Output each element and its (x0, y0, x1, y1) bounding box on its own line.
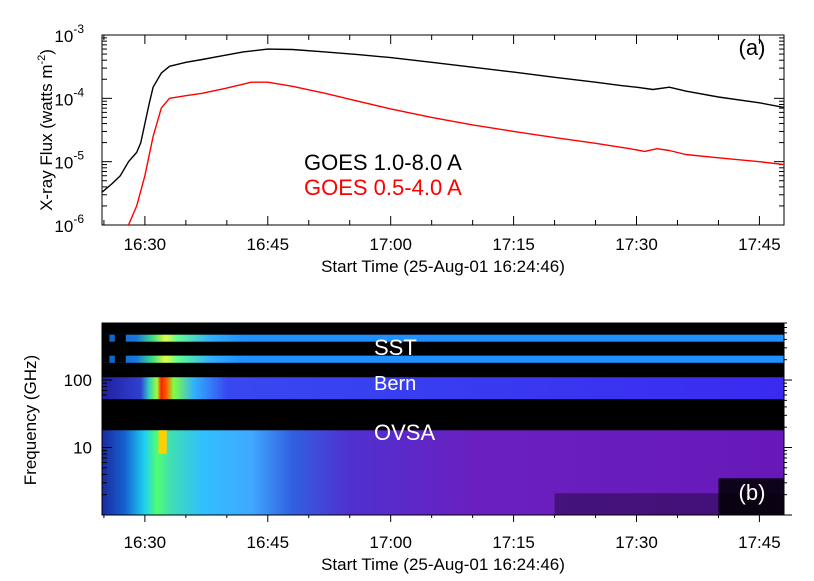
y-tick-label: 10-6 (54, 212, 84, 236)
panel-b-x-tick-labels: 16:30 16:45 17:00 17:15 17:30 17:45 (124, 533, 781, 552)
panel-b-label: (b) (739, 480, 766, 505)
panel-b-ticks (102, 322, 792, 522)
y-tick-label: 10-5 (54, 149, 84, 173)
legend-goes-short: GOES 0.5-4.0 A (304, 175, 462, 200)
panel-b-frame (101, 322, 785, 516)
ovsa-band (102, 430, 784, 515)
panel-b-y-tick-labels: 10 100 (64, 371, 92, 457)
x-tick-label: 17:00 (369, 235, 412, 254)
panel-a-y-axis-label: X-ray Flux (watts m-2) (36, 49, 56, 211)
y-tick-label: 100 (64, 371, 92, 390)
ovsa-low-freq-gap (718, 478, 784, 515)
panel-a-x-axis-label: Start Time (25-Aug-01 16:24:46) (321, 257, 565, 276)
x-tick-label: 16:30 (124, 235, 167, 254)
panel-a-x-tick-labels: 16:30 16:45 17:00 17:15 17:30 17:45 (124, 235, 781, 254)
x-tick-label: 17:45 (738, 533, 781, 552)
y-tick-label: 10 (73, 439, 92, 458)
panel-b-x-axis-label: Start Time (25-Aug-01 16:24:46) (321, 555, 565, 574)
panel-a-ticks (102, 35, 784, 226)
burst-core (158, 430, 167, 455)
x-tick-label: 17:45 (738, 235, 781, 254)
x-tick-label: 17:15 (492, 235, 535, 254)
series-goes-long-line (102, 48, 784, 193)
y-tick-label: 10-3 (54, 22, 84, 46)
panel-a-series (102, 48, 784, 225)
x-tick-label: 16:30 (124, 533, 167, 552)
instrument-label-bern: Bern (374, 373, 416, 395)
sst-212-band (102, 355, 784, 363)
sst-data-gap (102, 334, 110, 363)
radio-spectrogram (102, 323, 784, 515)
y-tick-label: 10-4 (54, 85, 84, 109)
x-tick-label: 17:15 (492, 533, 535, 552)
panel-a-frame (101, 34, 785, 226)
x-tick-label: 16:45 (247, 533, 290, 552)
instrument-label-ovsa: OVSA (374, 420, 435, 445)
panel-b-y-axis-label: Frequency (GHz) (21, 355, 40, 485)
panel-a-y-tick-labels: 10-6 10-5 10-4 10-3 (54, 22, 84, 236)
x-tick-label: 17:00 (369, 533, 412, 552)
sst-data-gap (114, 334, 126, 363)
x-tick-label: 16:45 (247, 235, 290, 254)
panel-a: 10-6 10-5 10-4 10-3 16:30 16:45 17:00 17:15 17:… (36, 22, 785, 276)
panel-b: 10 100 16:30 16:45 17:00 17:15 17:30 17:45 SST… (21, 322, 792, 574)
panel-a-label: (a) (739, 35, 766, 60)
legend-goes-long: GOES 1.0-8.0 A (304, 150, 462, 175)
bern-band (102, 377, 784, 400)
series-goes-short-line (127, 81, 784, 225)
x-tick-label: 17:30 (615, 235, 658, 254)
x-tick-label: 17:30 (615, 533, 658, 552)
sst-405-band (102, 334, 784, 342)
instrument-label-sst: SST (374, 335, 417, 360)
